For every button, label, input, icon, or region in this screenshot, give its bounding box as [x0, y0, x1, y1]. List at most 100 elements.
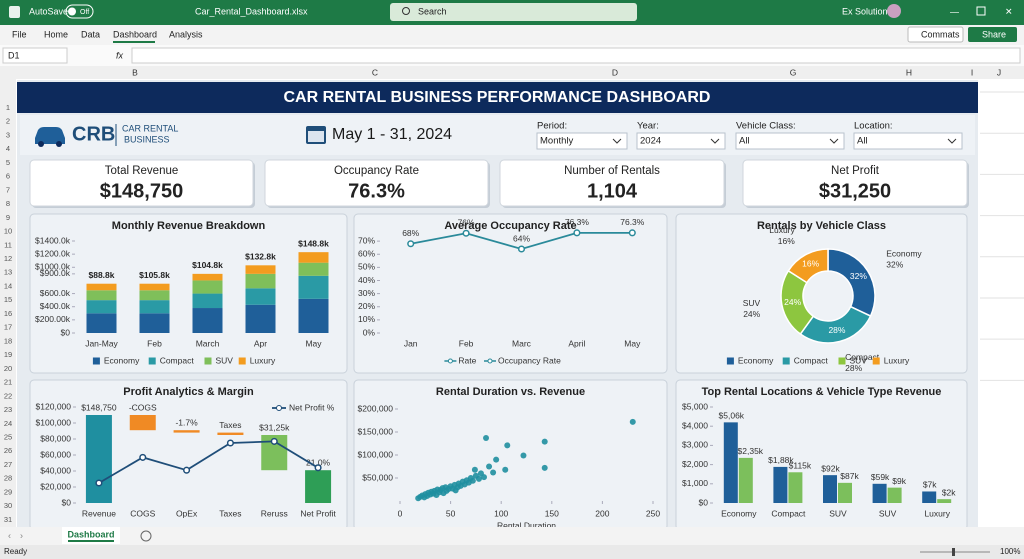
row-header: 1	[6, 103, 10, 112]
row-header: 5	[6, 158, 10, 167]
formula-input[interactable]	[131, 47, 1021, 64]
bar-label: $2,35k	[738, 446, 764, 456]
legend-swatch	[238, 357, 246, 365]
y-tick-label: $1400.0k	[35, 235, 71, 245]
filter-dropdown[interactable]	[536, 132, 628, 150]
value-label: 76.3%	[620, 217, 645, 227]
car-icon	[35, 127, 65, 144]
x-tick-label: Reruss	[261, 508, 288, 518]
column-header: J	[997, 67, 1001, 77]
x-tick-label: May	[305, 338, 322, 348]
autosave-toggle[interactable]	[65, 4, 94, 19]
share-text: Share	[982, 29, 1006, 39]
waterfall-bar	[217, 432, 244, 435]
x-tick-label: April	[568, 338, 585, 348]
value-label: 68%	[402, 228, 419, 238]
filter-label: Location:	[854, 121, 893, 132]
search-icon	[402, 7, 410, 15]
tab-nav[interactable]: ‹	[8, 530, 11, 540]
maximize[interactable]	[976, 6, 986, 16]
comments-button[interactable]	[907, 26, 964, 43]
line-point	[573, 229, 581, 237]
y-tick-label: $5,000	[682, 401, 708, 411]
slice-category: Compact	[845, 352, 880, 362]
donut-slice	[787, 248, 829, 284]
bar-segment	[298, 262, 329, 276]
y-tick-label: $600.0k	[40, 288, 71, 298]
row-header: 16	[4, 309, 12, 318]
close[interactable]: ✕	[1005, 6, 1013, 16]
bar-segment	[86, 300, 117, 314]
y-tick-label: $120,000	[36, 401, 72, 411]
bar	[887, 487, 902, 503]
row-header: 24	[4, 419, 12, 428]
comments-text: Commats	[921, 29, 960, 39]
y-tick-label: $100,000	[358, 449, 394, 459]
slice-value: 32%	[886, 259, 903, 269]
scatter-point	[483, 434, 490, 441]
chart-title: Top Rental Locations & Vehicle Type Reve…	[702, 386, 942, 398]
chart-panel	[675, 213, 968, 374]
filter-dropdown[interactable]	[735, 132, 845, 150]
menu-item[interactable]: Home	[44, 29, 68, 39]
sheet-tab[interactable]	[62, 527, 120, 544]
search-text: Search	[418, 6, 447, 16]
kpi-label: Total Revenue	[105, 165, 179, 177]
filter-dropdown[interactable]	[853, 132, 963, 150]
filter-label: Vehicle Class:	[736, 121, 796, 132]
x-tick-label: 200	[595, 508, 609, 518]
legend-label: Net Profit %	[289, 402, 335, 412]
minimize[interactable]: —	[950, 6, 959, 16]
legend-swatch	[726, 357, 734, 365]
slice-label: 24%	[784, 297, 801, 307]
avatar[interactable]	[887, 4, 901, 18]
legend-label: Luxury	[884, 355, 910, 365]
row-header: 29	[4, 487, 12, 496]
tab-nav[interactable]: ›	[20, 530, 23, 540]
menu-item[interactable]: Analysis	[169, 29, 203, 39]
name-box[interactable]	[2, 47, 68, 64]
filter-dropdown[interactable]	[636, 132, 726, 150]
menu-item[interactable]: Data	[81, 29, 100, 39]
bar-segment	[192, 273, 223, 281]
column-header: C	[372, 67, 378, 77]
x-tick-label: Apr	[254, 338, 267, 348]
scatter-point	[475, 475, 482, 482]
share-button[interactable]	[968, 27, 1017, 42]
y-tick-label: 50%	[358, 262, 375, 272]
bar-segment	[298, 298, 329, 333]
x-tick-label: COGS	[130, 508, 155, 518]
wheel	[38, 141, 44, 147]
x-tick-label: 100	[494, 508, 508, 518]
bar	[937, 499, 952, 503]
calendar-grid	[308, 131, 324, 142]
x-tick-label: SUV	[879, 508, 897, 518]
legend-swatch	[204, 357, 212, 365]
bar-segment	[86, 313, 117, 333]
y-tick-label: $0	[61, 327, 71, 337]
line-point	[95, 479, 103, 487]
line-point	[270, 437, 278, 445]
legend-swatch	[148, 357, 156, 365]
y-tick-label: $20,000	[40, 481, 71, 491]
kpi-value: 76.3%	[348, 180, 405, 202]
x-tick-label: Marc	[512, 338, 532, 348]
zoom-thumb[interactable]	[952, 548, 955, 556]
scatter-point	[502, 466, 509, 473]
bar-segment	[139, 290, 170, 301]
sheet-tab-name: Dashboard	[67, 529, 114, 539]
chart-title: Average Occupancy Rate	[444, 220, 576, 232]
bar	[838, 482, 852, 503]
column-header: H	[906, 67, 912, 77]
y-tick-label: $1200.0k	[35, 248, 71, 258]
legend-label: Rate	[458, 355, 476, 365]
menu-item[interactable]: File	[12, 29, 27, 39]
sheet-tab-bar	[0, 527, 1024, 545]
date-range: May 1 - 31, 2024	[332, 126, 452, 143]
logo: CRB	[72, 123, 115, 145]
menu-item[interactable]: Dashboard	[113, 29, 157, 39]
add-sheet[interactable]	[140, 530, 152, 542]
search-box[interactable]	[390, 3, 637, 21]
bar	[823, 475, 837, 503]
row-header: 21	[4, 378, 12, 387]
